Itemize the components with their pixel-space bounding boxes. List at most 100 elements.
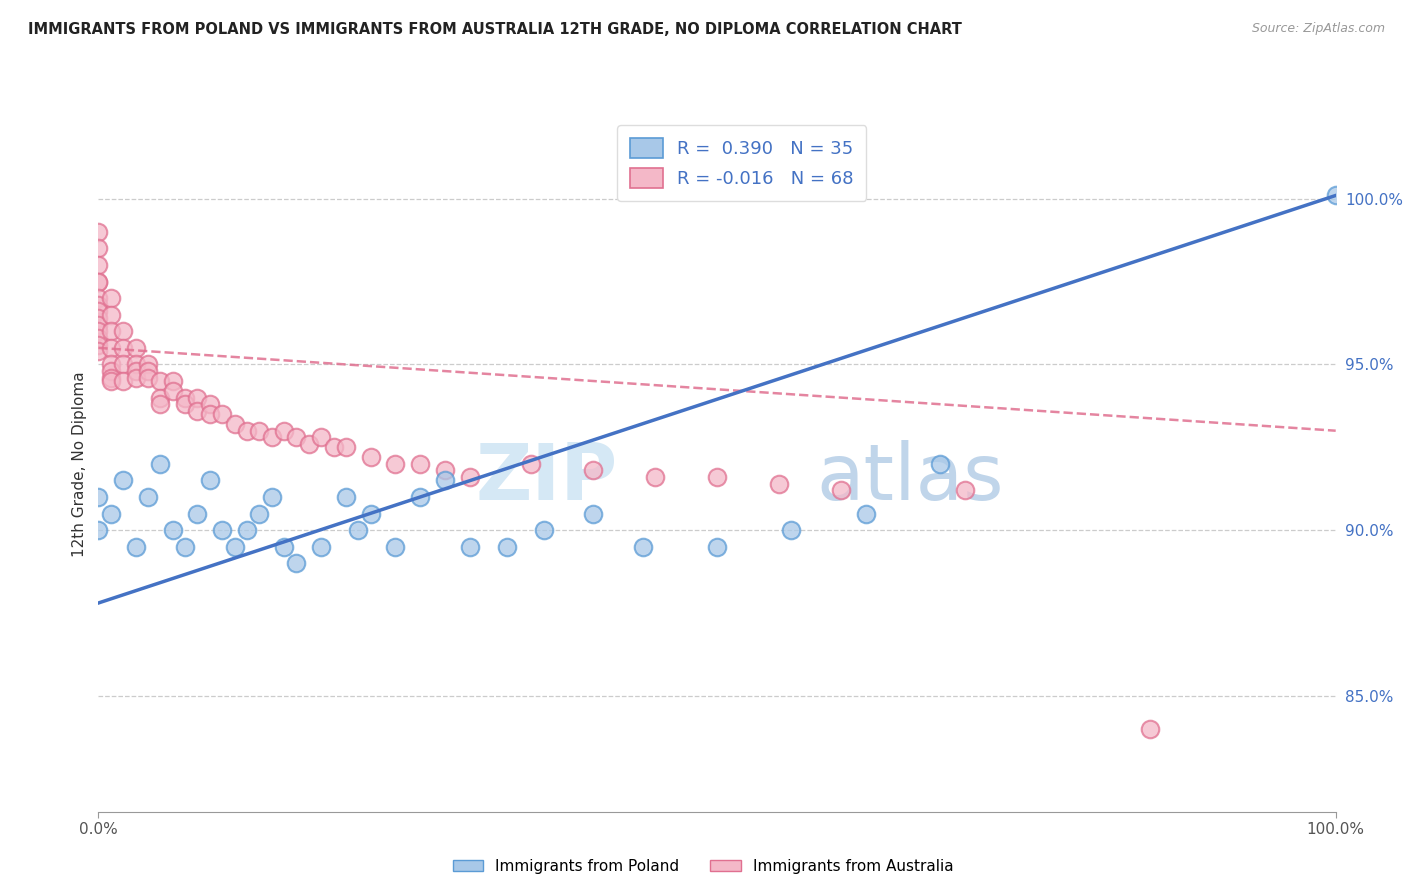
Point — [87, 275, 110, 289]
Point — [87, 275, 110, 289]
Point — [136, 490, 159, 504]
Point — [433, 474, 456, 488]
Point — [384, 540, 406, 554]
Point — [458, 470, 481, 484]
Point — [87, 490, 110, 504]
Y-axis label: 12th Grade, No Diploma: 12th Grade, No Diploma — [72, 371, 87, 557]
Point — [1324, 188, 1347, 202]
Point — [236, 424, 259, 438]
Text: IMMIGRANTS FROM POLAND VS IMMIGRANTS FROM AUSTRALIA 12TH GRADE, NO DIPLOMA CORRE: IMMIGRANTS FROM POLAND VS IMMIGRANTS FRO… — [28, 22, 962, 37]
Legend: Immigrants from Poland, Immigrants from Australia: Immigrants from Poland, Immigrants from … — [447, 853, 959, 880]
Point — [87, 311, 110, 326]
Point — [87, 242, 110, 256]
Point — [124, 358, 146, 372]
Point — [533, 523, 555, 537]
Point — [87, 304, 110, 318]
Point — [100, 364, 122, 378]
Point — [87, 298, 110, 312]
Point — [260, 430, 283, 444]
Point — [830, 483, 852, 498]
Point — [247, 507, 270, 521]
Point — [100, 374, 122, 388]
Point — [100, 341, 122, 355]
Point — [347, 523, 370, 537]
Point — [186, 507, 208, 521]
Point — [298, 437, 321, 451]
Point — [309, 540, 332, 554]
Point — [273, 424, 295, 438]
Point — [149, 397, 172, 411]
Point — [186, 404, 208, 418]
Point — [409, 490, 432, 504]
Point — [360, 450, 382, 465]
Point — [186, 391, 208, 405]
Point — [631, 540, 654, 554]
Point — [198, 474, 221, 488]
Point — [124, 364, 146, 378]
Point — [87, 324, 110, 338]
Point — [100, 370, 122, 384]
Point — [87, 318, 110, 332]
Point — [149, 391, 172, 405]
Point — [87, 523, 110, 537]
Point — [780, 523, 803, 537]
Point — [273, 540, 295, 554]
Point — [162, 374, 184, 388]
Point — [124, 370, 146, 384]
Point — [224, 540, 246, 554]
Point — [136, 364, 159, 378]
Point — [124, 341, 146, 355]
Point — [953, 483, 976, 498]
Point — [644, 470, 666, 484]
Text: Source: ZipAtlas.com: Source: ZipAtlas.com — [1251, 22, 1385, 36]
Point — [87, 258, 110, 272]
Point — [112, 358, 135, 372]
Point — [582, 463, 605, 477]
Point — [174, 391, 197, 405]
Point — [582, 507, 605, 521]
Point — [87, 344, 110, 359]
Text: atlas: atlas — [815, 440, 1004, 516]
Point — [174, 540, 197, 554]
Point — [384, 457, 406, 471]
Point — [855, 507, 877, 521]
Point — [112, 374, 135, 388]
Point — [335, 440, 357, 454]
Point — [112, 324, 135, 338]
Point — [149, 457, 172, 471]
Point — [236, 523, 259, 537]
Point — [162, 523, 184, 537]
Point — [100, 308, 122, 322]
Point — [360, 507, 382, 521]
Point — [100, 291, 122, 305]
Point — [260, 490, 283, 504]
Point — [124, 540, 146, 554]
Point — [433, 463, 456, 477]
Point — [706, 470, 728, 484]
Point — [706, 540, 728, 554]
Point — [285, 430, 308, 444]
Point — [149, 374, 172, 388]
Point — [198, 397, 221, 411]
Point — [100, 507, 122, 521]
Point — [322, 440, 344, 454]
Point — [768, 476, 790, 491]
Point — [136, 358, 159, 372]
Point — [247, 424, 270, 438]
Point — [495, 540, 517, 554]
Point — [136, 370, 159, 384]
Point — [100, 358, 122, 372]
Point — [198, 407, 221, 421]
Point — [211, 407, 233, 421]
Point — [224, 417, 246, 431]
Point — [928, 457, 950, 471]
Point — [285, 556, 308, 570]
Point — [520, 457, 543, 471]
Legend: R =  0.390   N = 35, R = -0.016   N = 68: R = 0.390 N = 35, R = -0.016 N = 68 — [617, 125, 866, 201]
Text: ZIP: ZIP — [475, 440, 619, 516]
Point — [162, 384, 184, 398]
Point — [309, 430, 332, 444]
Point — [174, 397, 197, 411]
Point — [112, 341, 135, 355]
Point — [87, 331, 110, 345]
